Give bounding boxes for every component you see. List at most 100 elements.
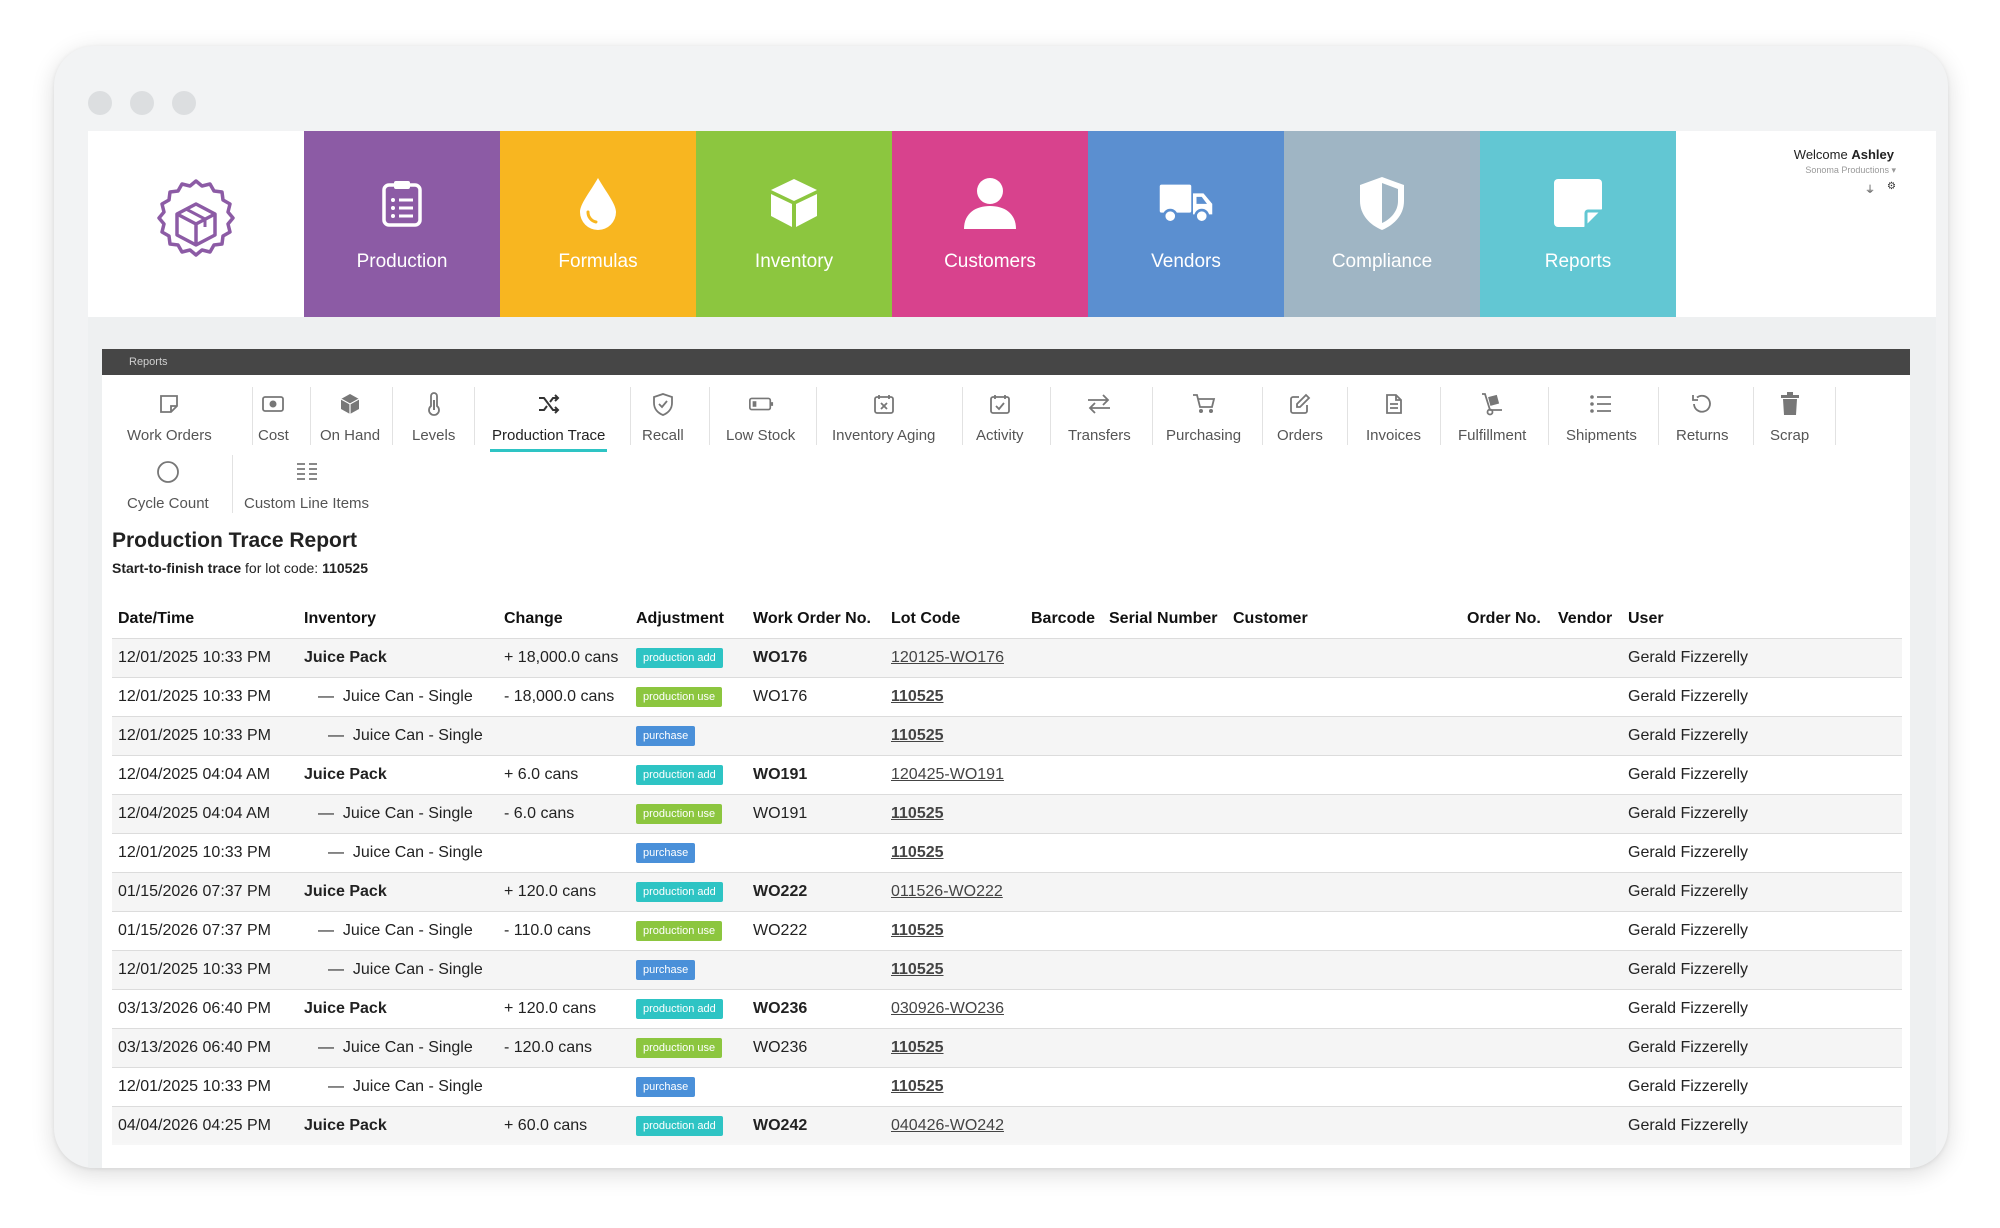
lot-code-link[interactable]: 011526-WO222	[891, 882, 1003, 900]
table-row: 12/01/2025 10:33 PM — Juice Can - Single p…	[112, 715, 1902, 755]
adjustment-badge: production add	[636, 1115, 723, 1136]
cell-order-no	[1461, 871, 1552, 911]
close-window-button[interactable]	[88, 91, 112, 115]
logo[interactable]	[88, 131, 304, 317]
cell-lot-code: 030926-WO236	[885, 988, 1025, 1028]
cell-barcode	[1025, 793, 1103, 833]
subnav-transfers[interactable]: Transfers	[1068, 391, 1131, 444]
subnav-returns[interactable]: Returns	[1676, 391, 1729, 444]
company-switcher[interactable]: Sonoma Productions ▾	[1805, 165, 1896, 176]
cell-vendor	[1552, 1066, 1622, 1106]
cell-vendor	[1552, 832, 1622, 872]
inventory-name: Juice Pack	[304, 648, 387, 666]
cell-lot-code: 011526-WO222	[885, 871, 1025, 911]
column-header[interactable]: User	[1628, 609, 1664, 627]
cell-lot-code: 120425-WO191	[885, 754, 1025, 794]
subnav-production-trace[interactable]: Production Trace	[489, 391, 608, 452]
trash-icon	[1777, 391, 1803, 417]
subnav-scrap[interactable]: Scrap	[1770, 391, 1809, 444]
report-subtitle: Start-to-finish trace for lot code: 1105…	[112, 560, 368, 576]
subnav-orders[interactable]: Orders	[1277, 391, 1323, 444]
cell-serial-number	[1103, 793, 1227, 833]
subnav-work-orders[interactable]: Work Orders	[127, 391, 212, 444]
column-header[interactable]: Adjustment	[636, 609, 724, 627]
nav-tile-reports[interactable]: Reports	[1480, 131, 1676, 317]
nav-tile-label: Reports	[1544, 251, 1612, 272]
column-header[interactable]: Customer	[1233, 609, 1308, 627]
maximize-window-button[interactable]	[172, 91, 196, 115]
subnav-recall[interactable]: Recall	[642, 391, 684, 444]
nav-tile-customers[interactable]: Customers	[892, 131, 1088, 317]
lot-code-link[interactable]: 040426-WO242	[891, 1116, 1004, 1134]
lot-code-link[interactable]: 120125-WO176	[891, 648, 1004, 666]
subnav-cycle-count[interactable]: Cycle Count	[127, 459, 209, 512]
plug-icon[interactable]: ⏚	[1865, 185, 1876, 196]
subnav-label: On Hand	[320, 427, 381, 444]
cell-user: Gerald Fizzerelly	[1622, 1105, 1902, 1145]
column-header[interactable]: Serial Number	[1109, 609, 1218, 627]
lot-code-link[interactable]: 110525	[891, 687, 944, 705]
cell-vendor	[1552, 754, 1622, 794]
column-header[interactable]: Vendor	[1558, 609, 1613, 627]
inventory-name: Juice Pack	[304, 1116, 387, 1134]
shield-check-icon	[650, 391, 676, 417]
indent-dash: —	[318, 804, 343, 822]
nav-tile-compliance[interactable]: Compliance	[1284, 131, 1480, 317]
cell-date: 12/04/2025 04:04 AM	[112, 754, 298, 794]
subnav-fulfillment[interactable]: Fulfillment	[1458, 391, 1526, 444]
lot-code-link[interactable]: 120425-WO191	[891, 765, 1004, 783]
user-welcome: Welcome Ashley Sonoma Productions ▾ ⏚ ⚙	[1676, 131, 1936, 317]
subnav-cost[interactable]: Cost	[258, 391, 289, 444]
subnav-levels[interactable]: Levels	[412, 391, 455, 444]
lot-code-link[interactable]: 110525	[891, 1038, 944, 1056]
lot-code-link[interactable]: 110525	[891, 843, 944, 861]
gear-icon[interactable]: ⚙	[1887, 181, 1896, 192]
column-header[interactable]: Date/Time	[118, 609, 195, 627]
welcome-text: Welcome Ashley	[1794, 147, 1894, 162]
subnav-inventory-aging[interactable]: Inventory Aging	[832, 391, 935, 444]
column-header[interactable]: Lot Code	[891, 609, 961, 627]
nav-tile-production[interactable]: Production	[304, 131, 500, 317]
cell-user: Gerald Fizzerelly	[1622, 793, 1902, 833]
lot-code-link[interactable]: 110525	[891, 1077, 944, 1095]
lot-code-link[interactable]: 110525	[891, 726, 944, 744]
lot-code-link[interactable]: 110525	[891, 921, 944, 939]
lot-code-link[interactable]: 110525	[891, 804, 944, 822]
column-header[interactable]: Order No.	[1467, 609, 1541, 627]
truck-icon	[1158, 175, 1214, 231]
minimize-window-button[interactable]	[130, 91, 154, 115]
subnav-invoices[interactable]: Invoices	[1366, 391, 1421, 444]
nav-tile-inventory[interactable]: Inventory	[696, 131, 892, 317]
subnav-purchasing[interactable]: Purchasing	[1166, 391, 1241, 444]
nav-tile-label: Inventory	[754, 251, 834, 272]
nav-tile-formulas[interactable]: Formulas	[500, 131, 696, 317]
subnav-activity[interactable]: Activity	[976, 391, 1024, 444]
battery-icon	[748, 391, 774, 417]
cell-serial-number	[1103, 1027, 1227, 1067]
column-header[interactable]: Barcode	[1031, 609, 1096, 627]
subnav-low-stock[interactable]: Low Stock	[726, 391, 795, 444]
cell-vendor	[1552, 1027, 1622, 1067]
subnav-shipments[interactable]: Shipments	[1566, 391, 1637, 444]
cell-date: 04/04/2026 04:25 PM	[112, 1105, 298, 1145]
cell-inventory: — Juice Can - Single	[298, 832, 498, 872]
subnav-custom-line-items[interactable]: Custom Line Items	[244, 459, 369, 512]
cell-adjustment: production use	[630, 793, 747, 833]
cell-date: 12/04/2025 04:04 AM	[112, 793, 298, 833]
cell-user: Gerald Fizzerelly	[1622, 910, 1902, 950]
cell-adjustment: production add	[630, 637, 747, 677]
column-header[interactable]: Inventory	[304, 609, 377, 627]
subnav-on-hand[interactable]: On Hand	[320, 391, 380, 444]
list-icon	[1588, 391, 1614, 417]
user-name[interactable]: Ashley	[1851, 147, 1894, 162]
cell-vendor	[1552, 910, 1622, 950]
cell-order-no	[1461, 1027, 1552, 1067]
column-header[interactable]: Change	[504, 609, 563, 627]
lot-code-link[interactable]: 030926-WO236	[891, 999, 1004, 1017]
adjustment-badge: purchase	[636, 725, 696, 746]
column-header[interactable]: Work Order No.	[753, 609, 871, 627]
nav-tile-vendors[interactable]: Vendors	[1088, 131, 1284, 317]
adjustment-badge: production use	[636, 1037, 723, 1058]
cell-inventory: — Juice Can - Single	[298, 1066, 498, 1106]
lot-code-link[interactable]: 110525	[891, 960, 944, 978]
